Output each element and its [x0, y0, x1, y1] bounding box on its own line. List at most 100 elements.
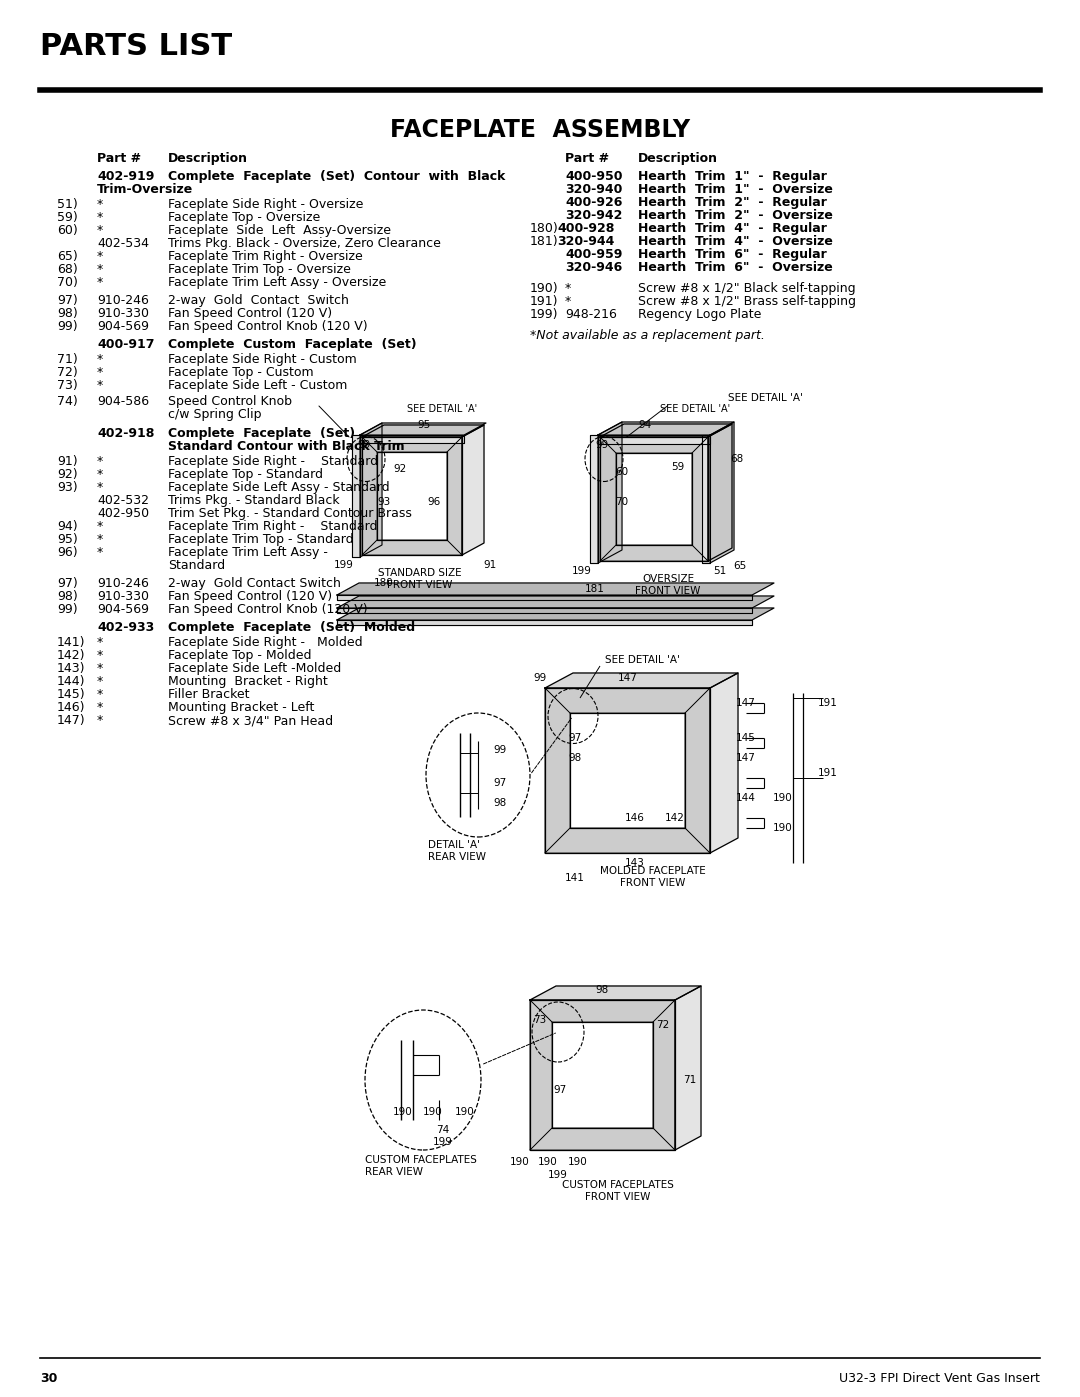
Text: 402-933: 402-933 — [97, 622, 154, 634]
Text: 191: 191 — [818, 698, 838, 708]
Polygon shape — [600, 437, 616, 562]
Text: 145: 145 — [737, 733, 756, 743]
Text: 904-569: 904-569 — [97, 320, 149, 332]
Text: 59): 59) — [57, 211, 78, 224]
Text: 320-946: 320-946 — [565, 261, 622, 274]
Text: 71): 71) — [57, 353, 78, 366]
Polygon shape — [377, 453, 447, 541]
Polygon shape — [692, 437, 708, 562]
Text: 91: 91 — [484, 560, 497, 570]
Polygon shape — [545, 828, 710, 854]
Text: 98): 98) — [57, 590, 78, 604]
Text: 402-918: 402-918 — [97, 427, 154, 440]
Text: Description: Description — [638, 152, 718, 165]
Polygon shape — [337, 595, 752, 599]
Text: 948-216: 948-216 — [565, 307, 617, 321]
Text: 190: 190 — [773, 823, 793, 833]
Text: Hearth  Trim  1"  -  Oversize: Hearth Trim 1" - Oversize — [638, 183, 833, 196]
Text: 68: 68 — [730, 454, 744, 464]
Text: *: * — [97, 379, 104, 393]
Text: FRONT VIEW: FRONT VIEW — [584, 1192, 650, 1201]
Text: Standard Contour with Black Trim: Standard Contour with Black Trim — [168, 440, 405, 453]
Text: 99: 99 — [494, 745, 507, 754]
Polygon shape — [530, 1000, 675, 1150]
Text: Faceplate Top - Oversize: Faceplate Top - Oversize — [168, 211, 321, 224]
Text: 73: 73 — [534, 1016, 546, 1025]
Polygon shape — [600, 545, 708, 562]
Text: Fan Speed Control Knob (120 V): Fan Speed Control Knob (120 V) — [168, 604, 367, 616]
Text: 73): 73) — [57, 379, 78, 393]
Text: 147: 147 — [618, 673, 637, 683]
Text: 60): 60) — [57, 224, 78, 237]
Text: 181): 181) — [530, 235, 558, 249]
Text: 97): 97) — [57, 293, 78, 307]
Polygon shape — [337, 608, 752, 613]
Text: Faceplate  Side  Left  Assy-Oversize: Faceplate Side Left Assy-Oversize — [168, 224, 391, 237]
Polygon shape — [685, 687, 710, 854]
Text: 74): 74) — [57, 395, 78, 408]
Text: 199): 199) — [530, 307, 558, 321]
Text: 904-569: 904-569 — [97, 604, 149, 616]
Text: Mounting Bracket - Left: Mounting Bracket - Left — [168, 701, 314, 714]
Text: *Not available as a replacement part.: *Not available as a replacement part. — [530, 330, 765, 342]
Text: 145): 145) — [57, 687, 85, 701]
Polygon shape — [337, 608, 774, 620]
Text: Mounting  Bracket - Right: Mounting Bracket - Right — [168, 675, 327, 687]
Polygon shape — [337, 597, 774, 608]
Text: 141: 141 — [565, 873, 585, 883]
Text: 320-944: 320-944 — [557, 235, 615, 249]
Text: Faceplate Side Left -Molded: Faceplate Side Left -Molded — [168, 662, 341, 675]
Polygon shape — [675, 986, 701, 1150]
Text: 94: 94 — [638, 420, 651, 430]
Text: 98: 98 — [494, 798, 507, 807]
Text: 400-928: 400-928 — [557, 222, 615, 235]
Text: U32-3 FPI Direct Vent Gas Insert: U32-3 FPI Direct Vent Gas Insert — [839, 1372, 1040, 1384]
Text: Trim Set Pkg. - Standard Contour Brass: Trim Set Pkg. - Standard Contour Brass — [168, 507, 411, 520]
Text: Trim-Oversize: Trim-Oversize — [97, 183, 193, 196]
Polygon shape — [362, 437, 462, 453]
Text: 97: 97 — [568, 733, 582, 743]
Text: 95): 95) — [57, 534, 78, 546]
Text: 190: 190 — [773, 793, 793, 803]
Text: 71: 71 — [684, 1076, 697, 1085]
Text: 147: 147 — [737, 698, 756, 708]
Text: *: * — [97, 366, 104, 379]
Text: Hearth  Trim  2"  -  Regular: Hearth Trim 2" - Regular — [638, 196, 827, 210]
Text: 191: 191 — [818, 768, 838, 778]
Text: 190: 190 — [510, 1157, 530, 1166]
Text: *: * — [97, 714, 104, 726]
Text: 146: 146 — [625, 813, 645, 823]
Text: Screw #8 x 1/2" Black self-tapping: Screw #8 x 1/2" Black self-tapping — [638, 282, 855, 295]
Text: PARTS LIST: PARTS LIST — [40, 32, 232, 61]
Polygon shape — [598, 422, 622, 563]
Polygon shape — [710, 673, 738, 854]
Polygon shape — [598, 434, 710, 444]
Text: FACEPLATE  ASSEMBLY: FACEPLATE ASSEMBLY — [390, 117, 690, 142]
Text: Hearth  Trim  4"  -  Regular: Hearth Trim 4" - Regular — [638, 222, 827, 235]
Text: Faceplate Top - Standard: Faceplate Top - Standard — [168, 468, 323, 481]
Text: MOLDED FACEPLATE: MOLDED FACEPLATE — [599, 866, 705, 876]
Text: Fan Speed Control (120 V): Fan Speed Control (120 V) — [168, 307, 333, 320]
Text: 30: 30 — [40, 1372, 57, 1384]
Text: REAR VIEW: REAR VIEW — [365, 1166, 423, 1178]
Text: 2-way  Gold  Contact  Switch: 2-way Gold Contact Switch — [168, 293, 349, 307]
Text: 147: 147 — [737, 753, 756, 763]
Text: Faceplate Trim Top - Oversize: Faceplate Trim Top - Oversize — [168, 263, 351, 277]
Text: Part #: Part # — [97, 152, 141, 165]
Text: 51): 51) — [57, 198, 78, 211]
Polygon shape — [362, 437, 462, 555]
Text: DETAIL 'A': DETAIL 'A' — [428, 840, 480, 849]
Text: 98: 98 — [568, 753, 582, 763]
Text: Faceplate Side Right - Custom: Faceplate Side Right - Custom — [168, 353, 356, 366]
Polygon shape — [360, 423, 486, 434]
Text: 199: 199 — [548, 1171, 568, 1180]
Text: 402-532: 402-532 — [97, 495, 149, 507]
Text: 143): 143) — [57, 662, 85, 675]
Text: c/w Spring Clip: c/w Spring Clip — [168, 408, 261, 420]
Text: SEE DETAIL 'A': SEE DETAIL 'A' — [728, 393, 802, 402]
Text: Faceplate Top - Molded: Faceplate Top - Molded — [168, 650, 311, 662]
Text: 65): 65) — [57, 250, 78, 263]
Text: *: * — [97, 701, 104, 714]
Text: 181: 181 — [585, 584, 605, 594]
Text: 191): 191) — [530, 295, 558, 307]
